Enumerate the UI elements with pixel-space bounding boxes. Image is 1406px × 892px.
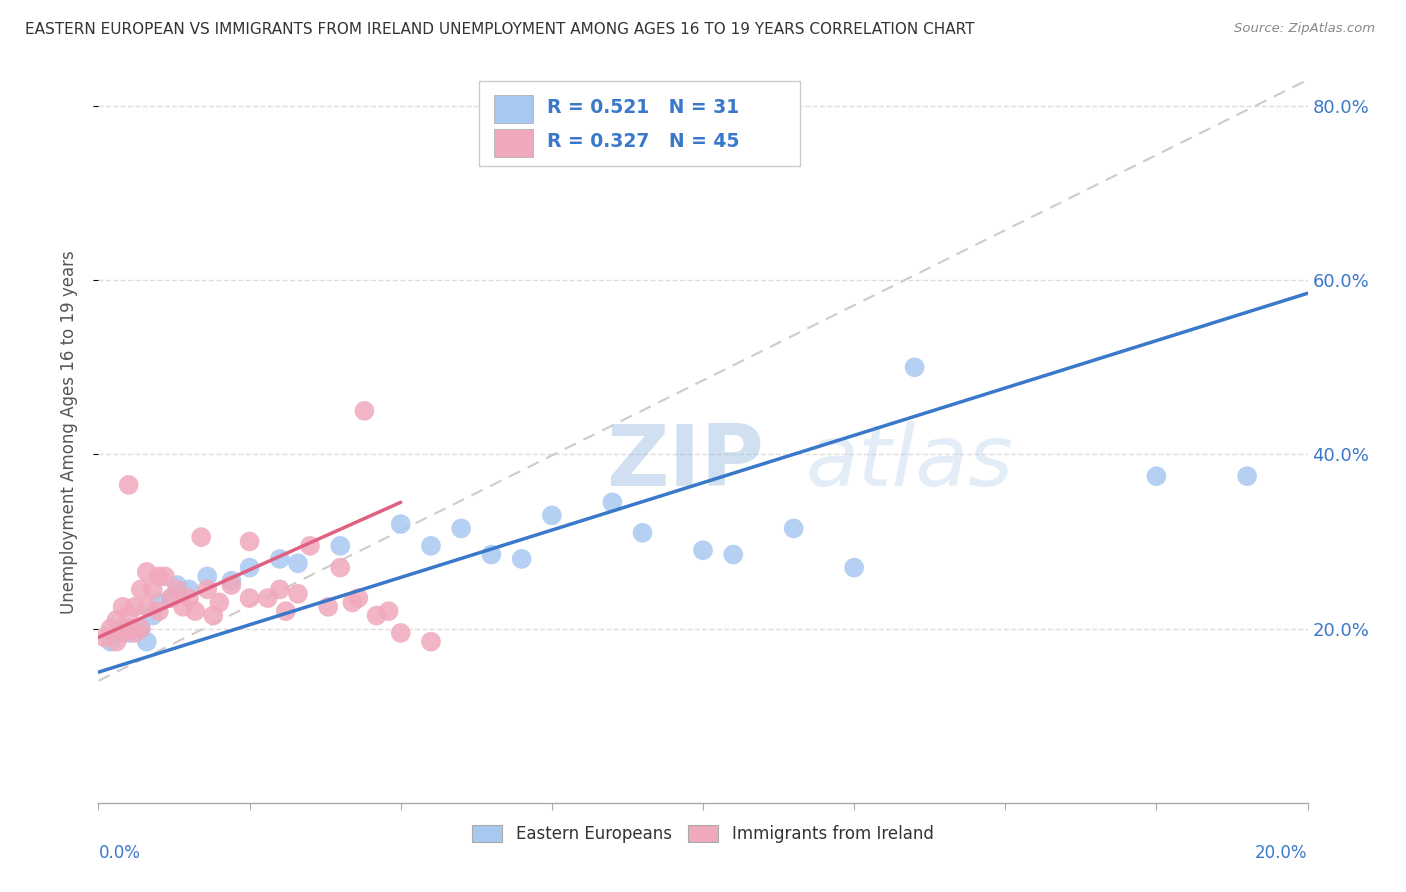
Point xyxy=(195,582,218,597)
Point xyxy=(274,604,297,618)
Point xyxy=(239,560,262,574)
Point xyxy=(377,604,399,618)
Point xyxy=(148,595,170,609)
Point xyxy=(783,521,806,535)
Point xyxy=(221,574,243,588)
Point xyxy=(190,530,212,544)
Text: R = 0.327   N = 45: R = 0.327 N = 45 xyxy=(547,132,740,151)
Y-axis label: Unemployment Among Ages 16 to 19 years: Unemployment Among Ages 16 to 19 years xyxy=(59,251,77,615)
Bar xyxy=(494,95,533,123)
Point xyxy=(129,582,152,597)
Point xyxy=(160,591,183,606)
Point xyxy=(347,591,370,606)
Text: R = 0.521   N = 31: R = 0.521 N = 31 xyxy=(547,98,740,117)
Point xyxy=(142,608,165,623)
Point xyxy=(420,539,443,553)
Point xyxy=(723,548,745,562)
Point xyxy=(692,543,714,558)
Point xyxy=(269,582,291,597)
Point xyxy=(124,599,146,614)
Text: 20.0%: 20.0% xyxy=(1256,844,1308,862)
Point xyxy=(100,622,122,636)
Point xyxy=(904,360,927,375)
Point xyxy=(172,599,194,614)
Text: atlas: atlas xyxy=(806,421,1014,504)
Point xyxy=(1144,469,1167,483)
Point xyxy=(510,552,533,566)
Point xyxy=(239,591,262,606)
Point xyxy=(118,478,141,492)
Point xyxy=(353,404,375,418)
Point xyxy=(93,630,115,644)
Point xyxy=(135,565,157,579)
Point xyxy=(166,578,188,592)
Legend: Eastern Europeans, Immigrants from Ireland: Eastern Europeans, Immigrants from Irela… xyxy=(465,819,941,850)
Point xyxy=(450,521,472,535)
Point xyxy=(142,582,165,597)
Point xyxy=(316,599,339,614)
Point xyxy=(118,622,141,636)
Bar xyxy=(494,129,533,157)
Point xyxy=(118,608,141,623)
Point xyxy=(287,587,309,601)
Text: ZIP: ZIP xyxy=(606,421,763,504)
Point xyxy=(105,613,128,627)
Point xyxy=(202,608,225,623)
Point xyxy=(148,569,170,583)
Point xyxy=(540,508,562,523)
Point xyxy=(111,622,134,636)
Point xyxy=(269,552,291,566)
Point xyxy=(420,634,443,648)
Point xyxy=(287,556,309,570)
Point xyxy=(160,591,183,606)
Point xyxy=(184,604,207,618)
Point xyxy=(389,517,412,532)
Point xyxy=(166,582,188,597)
Text: 0.0%: 0.0% xyxy=(98,844,141,862)
Point xyxy=(105,634,128,648)
Point xyxy=(124,626,146,640)
Point xyxy=(100,634,122,648)
Point xyxy=(329,539,352,553)
Point xyxy=(129,622,152,636)
Point xyxy=(1236,469,1258,483)
Point xyxy=(389,626,412,640)
Point xyxy=(221,578,243,592)
Point xyxy=(256,591,278,606)
Point xyxy=(239,534,262,549)
Point xyxy=(179,582,201,597)
Text: EASTERN EUROPEAN VS IMMIGRANTS FROM IRELAND UNEMPLOYMENT AMONG AGES 16 TO 19 YEA: EASTERN EUROPEAN VS IMMIGRANTS FROM IREL… xyxy=(25,22,974,37)
Point xyxy=(844,560,866,574)
Point xyxy=(195,569,218,583)
Point xyxy=(111,626,134,640)
Point xyxy=(481,548,503,562)
Point xyxy=(208,595,231,609)
Point xyxy=(135,599,157,614)
Point xyxy=(129,622,152,636)
Point xyxy=(135,634,157,648)
Point xyxy=(179,591,201,606)
Point xyxy=(329,560,352,574)
Bar xyxy=(479,81,800,166)
Point xyxy=(602,495,624,509)
Point xyxy=(366,608,388,623)
Point xyxy=(118,626,141,640)
Point xyxy=(631,525,654,540)
Point xyxy=(153,569,176,583)
Point xyxy=(148,604,170,618)
Text: Source: ZipAtlas.com: Source: ZipAtlas.com xyxy=(1234,22,1375,36)
Point xyxy=(111,599,134,614)
Point xyxy=(342,595,364,609)
Point xyxy=(299,539,322,553)
